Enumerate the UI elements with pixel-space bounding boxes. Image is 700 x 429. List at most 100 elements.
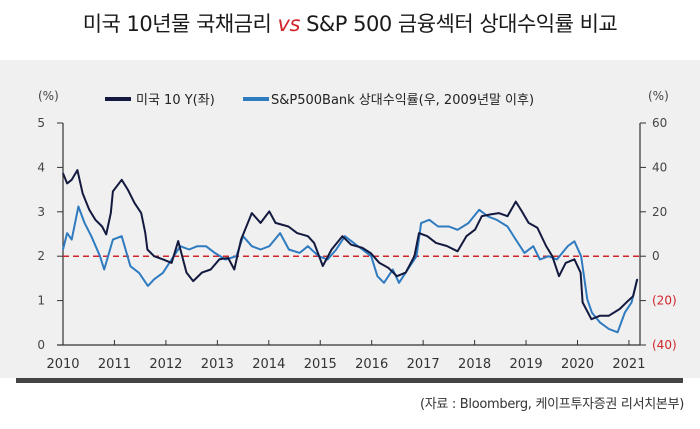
title-part2: S&P 500 금융섹터 상대수익률 비교 xyxy=(299,12,618,36)
data-point-us10y xyxy=(378,262,380,264)
data-point-us10y xyxy=(192,280,194,282)
data-point-us10y xyxy=(201,272,203,274)
legend-swatch-us10y xyxy=(105,97,131,101)
data-point-us10y xyxy=(121,179,123,181)
data-point-us10y xyxy=(110,212,112,214)
data-point-us10y xyxy=(573,258,576,260)
data-point-us10y xyxy=(101,225,103,228)
data-point-us10y xyxy=(521,210,523,212)
legend-label-bank: S&P500Bank 상대수익률(우, 2009년말 이후) xyxy=(271,93,534,108)
data-point-bank xyxy=(448,225,450,228)
x-tick-label: 2016 xyxy=(355,357,388,372)
data-point-us10y xyxy=(76,169,78,171)
data-point-bank xyxy=(153,278,155,280)
left-tick-label: 1 xyxy=(37,294,45,308)
data-point-us10y xyxy=(251,212,253,214)
data-point-us10y xyxy=(619,308,621,310)
data-point-bank xyxy=(353,242,355,244)
data-point-us10y xyxy=(88,209,90,211)
data-point-us10y xyxy=(387,267,389,269)
data-point-bank xyxy=(630,302,633,304)
data-point-us10y xyxy=(341,235,343,237)
legend-swatch-bank xyxy=(243,97,269,101)
data-point-bank xyxy=(344,235,346,237)
left-axis-unit: (%) xyxy=(38,89,59,103)
data-point-us10y xyxy=(94,219,96,221)
data-point-bank xyxy=(370,255,372,257)
data-point-bank xyxy=(532,245,534,247)
data-point-bank xyxy=(624,312,626,314)
data-point-bank xyxy=(556,258,558,261)
data-point-bank xyxy=(506,225,509,228)
data-point-bank xyxy=(90,235,92,237)
data-point-bank xyxy=(288,248,290,251)
data-point-us10y xyxy=(370,252,372,254)
data-point-bank xyxy=(251,245,253,247)
data-point-us10y xyxy=(582,301,584,303)
data-point-us10y xyxy=(536,227,539,229)
data-point-us10y xyxy=(240,239,242,241)
legend: 미국 10 Y(좌) S&P500Bank 상대수익률(우, 2009년말 이후… xyxy=(105,93,534,108)
x-tick-label: 2012 xyxy=(149,357,182,372)
title-part1: 미국 10년물 국채금리 xyxy=(82,12,278,36)
data-point-us10y xyxy=(498,212,500,214)
data-point-bank xyxy=(599,322,601,324)
data-point-bank xyxy=(523,252,526,254)
data-point-bank xyxy=(77,205,79,208)
data-point-bank xyxy=(84,222,86,224)
data-point-us10y xyxy=(105,233,107,235)
data-point-us10y xyxy=(489,213,491,216)
x-tick-label: 2010 xyxy=(46,357,79,372)
data-point-us10y xyxy=(599,315,601,317)
data-point-us10y xyxy=(396,275,398,277)
data-point-bank xyxy=(129,265,131,267)
data-point-us10y xyxy=(62,172,64,174)
data-point-bank xyxy=(205,245,207,247)
x-tick-label: 2017 xyxy=(407,357,440,372)
data-point-bank xyxy=(573,240,576,242)
title-vs: vs xyxy=(277,12,301,36)
data-point-bank xyxy=(437,225,439,228)
legend-label-us10y: 미국 10 Y(좌) xyxy=(136,93,215,108)
data-point-bank xyxy=(260,248,262,251)
data-point-bank xyxy=(580,255,582,257)
bottom-divider xyxy=(16,378,683,383)
data-point-us10y xyxy=(435,242,437,244)
data-point-bank xyxy=(496,219,498,221)
data-point-us10y xyxy=(153,255,155,257)
data-point-bank xyxy=(548,255,550,257)
data-point-us10y xyxy=(413,255,415,257)
data-point-us10y xyxy=(465,235,467,237)
series-group xyxy=(62,169,639,334)
data-point-us10y xyxy=(162,258,164,260)
right-tick-label: 60 xyxy=(652,116,667,130)
data-point-us10y xyxy=(233,268,235,271)
data-point-bank xyxy=(279,232,281,234)
data-point-us10y xyxy=(66,182,68,184)
x-tick-label: 2011 xyxy=(98,357,131,372)
data-point-bank xyxy=(586,298,588,300)
data-point-bank xyxy=(66,232,68,234)
data-point-bank xyxy=(515,239,517,241)
data-point-us10y xyxy=(481,215,483,217)
data-point-bank xyxy=(147,285,149,287)
right-tick-label: 40 xyxy=(652,160,667,174)
right-tick-label: 20 xyxy=(652,205,667,219)
data-point-bank xyxy=(457,229,459,231)
data-point-us10y xyxy=(171,262,173,264)
x-tick-label: 2015 xyxy=(304,357,337,372)
data-point-us10y xyxy=(331,248,333,251)
data-point-us10y xyxy=(551,255,553,257)
data-point-bank xyxy=(567,245,569,247)
data-point-bank xyxy=(361,248,363,251)
data-point-bank xyxy=(591,312,593,314)
data-point-us10y xyxy=(350,244,352,246)
right-tick-label: (40) xyxy=(652,338,677,352)
data-point-us10y xyxy=(185,272,188,274)
data-point-us10y xyxy=(146,248,148,251)
data-point-bank xyxy=(307,245,309,247)
axes: 0 1 2 3 4 5 (40) (20) 0 20 40 60 2010 2011 2012 2013 201… xyxy=(37,116,676,372)
data-point-bank xyxy=(214,252,216,254)
left-tick-label: 3 xyxy=(37,205,45,219)
data-point-us10y xyxy=(227,257,229,259)
